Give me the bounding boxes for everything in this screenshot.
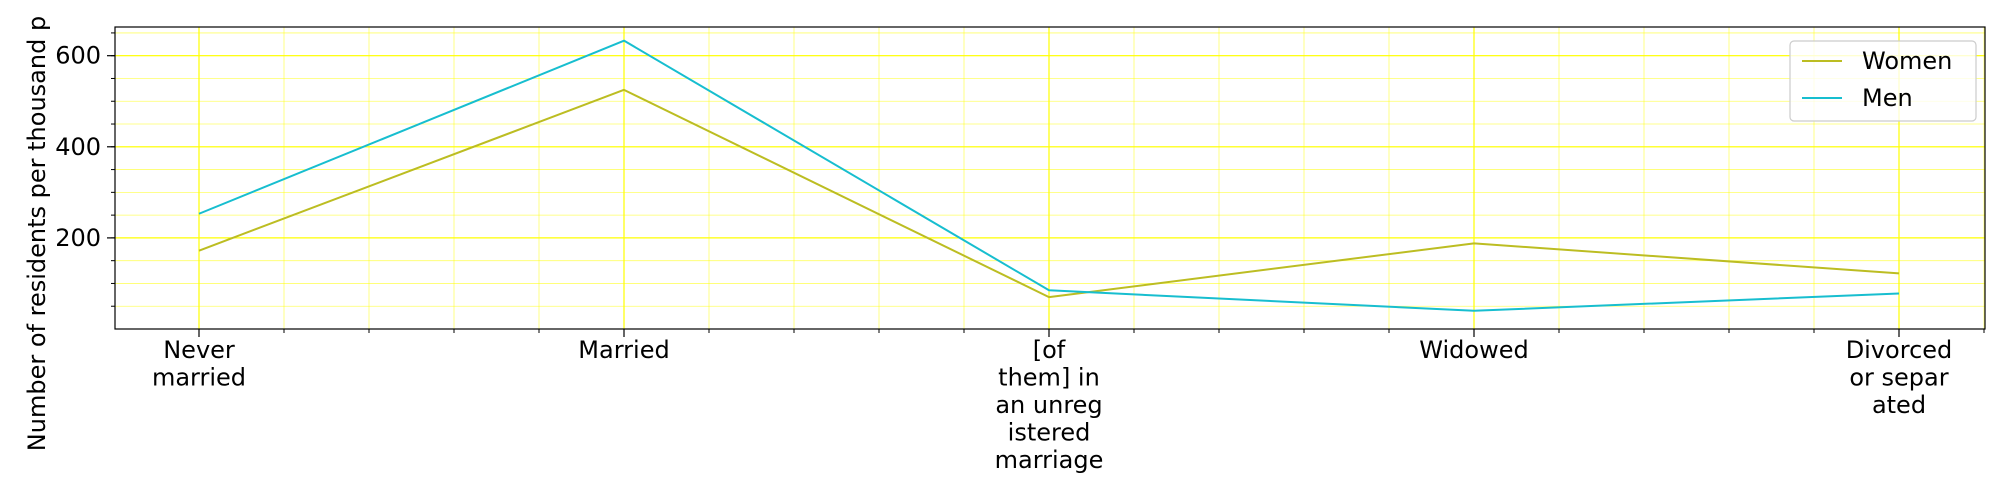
y-tick-labels: 200 400 600 — [55, 42, 101, 252]
legend-label: Men — [1862, 84, 1913, 112]
x-tick-label: Divorced or separ ated — [1846, 336, 1953, 419]
legend-item-women[interactable]: Women — [1802, 47, 1952, 75]
legend-label: Women — [1862, 47, 1952, 75]
x-tick-label: Never married — [152, 336, 246, 392]
y-tick-label: 600 — [55, 42, 101, 70]
x-tick-label: Widowed — [1419, 336, 1528, 364]
x-tick-label: [of them] in an unreg istered marriage — [995, 336, 1104, 474]
y-axis-title: Number of residents per thousand p — [23, 16, 51, 451]
x-tick-label: Married — [578, 336, 669, 364]
x-tick-label-line: ated — [1872, 391, 1926, 419]
grid — [115, 27, 1985, 329]
x-tick-label-line: Widowed — [1419, 336, 1528, 364]
x-tick-label-line: Never — [163, 336, 235, 364]
x-tick-label-line: or separ — [1849, 364, 1948, 392]
series-line-women — [198, 88, 1900, 299]
x-tick-label-line: an unreg — [995, 391, 1102, 419]
x-tick-label-line: marriage — [995, 446, 1104, 474]
plot-area-frame — [114, 26, 1986, 330]
y-tick-label: 400 — [55, 133, 101, 161]
legend[interactable]: Women Men — [1789, 40, 1977, 122]
axis-ticks — [107, 32, 1985, 337]
x-tick-labels: Never married Married [of them] in an unreg is… — [152, 336, 1952, 474]
x-tick-label-line: istered — [1008, 419, 1091, 447]
series-line-men — [198, 39, 1900, 312]
series-lines — [198, 39, 1900, 312]
y-tick-label: 200 — [55, 224, 101, 252]
legend-item-men[interactable]: Men — [1802, 84, 1913, 112]
x-tick-label-line: [of — [1033, 336, 1066, 364]
x-tick-label-line: married — [152, 364, 246, 392]
x-tick-label-line: Divorced — [1846, 336, 1953, 364]
x-tick-label-line: them] in — [998, 364, 1100, 392]
x-tick-label-line: Married — [578, 336, 669, 364]
